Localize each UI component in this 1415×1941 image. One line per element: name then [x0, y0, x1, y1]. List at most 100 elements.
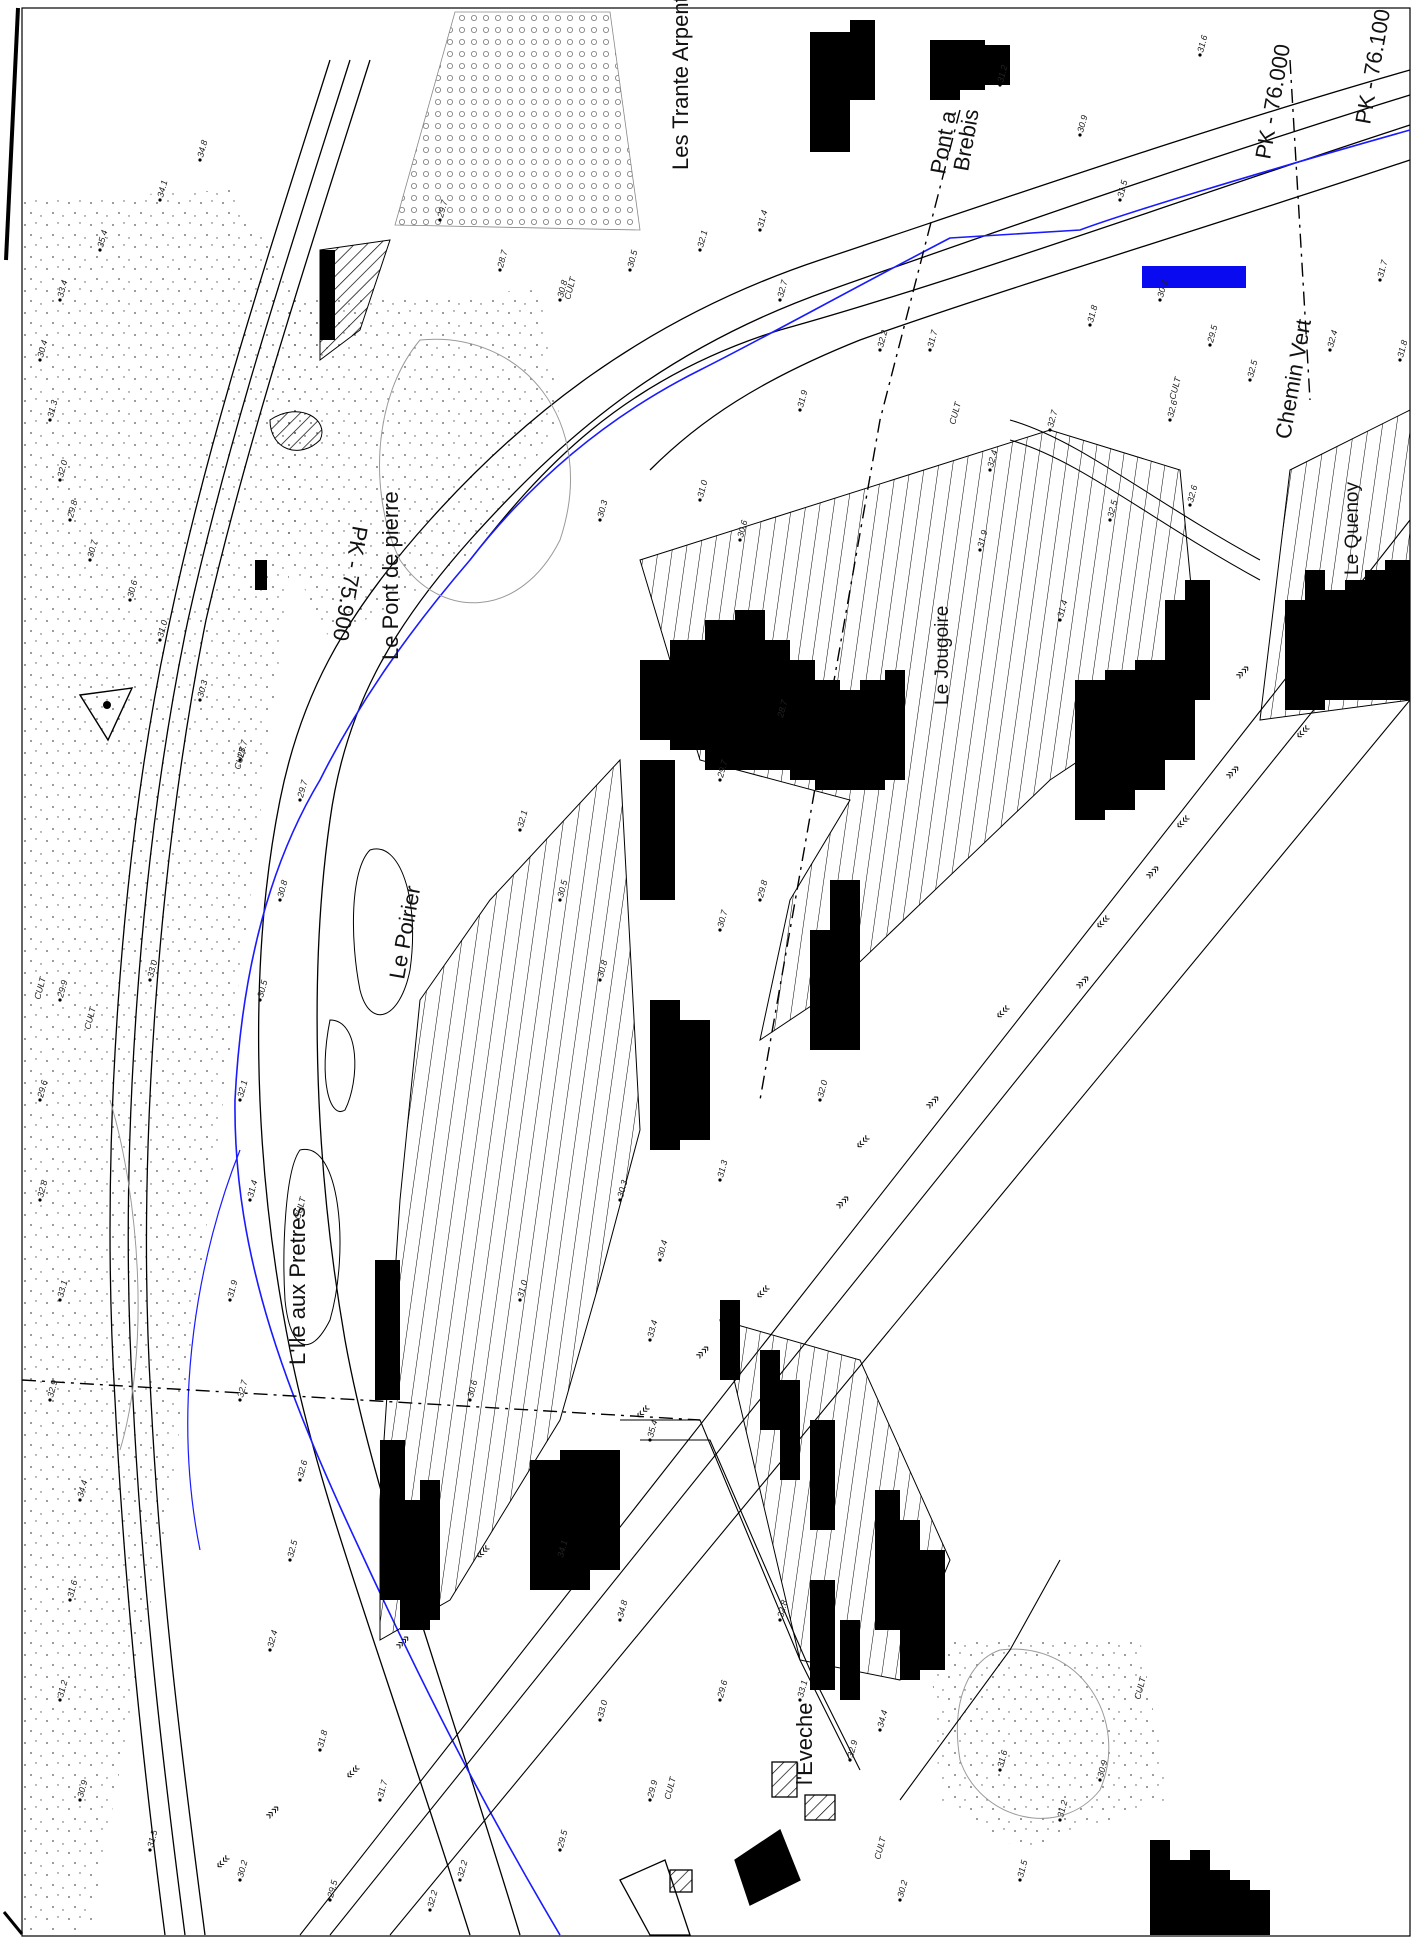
elevation-label: 30.3: [595, 499, 609, 519]
elevation-label: 30.4: [655, 1239, 669, 1259]
elevation-dot: [758, 898, 762, 902]
elevation-dot: [68, 518, 72, 522]
elevation-label: 32.2: [455, 1859, 469, 1879]
elevation-label: 29.5: [325, 1878, 340, 1899]
elevation-label: 32.5: [285, 1538, 299, 1558]
elevation-label: 28.7: [495, 248, 510, 269]
flow-arrow: »»: [391, 1630, 413, 1652]
elevation-dot: [378, 1798, 382, 1802]
label-jougoire: Le Jougoire: [932, 606, 953, 705]
elevation-label: 29.8: [755, 879, 769, 899]
elevation-dot: [818, 1098, 822, 1102]
elevation-label: 29.8: [65, 499, 79, 519]
elevation-dot: [1328, 348, 1332, 352]
elevation-dot: [78, 1798, 82, 1802]
elevation-dot: [778, 1618, 782, 1622]
elevation-label: 30.8: [555, 279, 569, 299]
elevation-label: 32.1: [695, 229, 709, 249]
elevation-label: 32.7: [235, 1378, 249, 1398]
elevation-label: 32.7: [1045, 408, 1059, 428]
elevation-dot: [778, 298, 782, 302]
elevation-label: 30.2: [895, 1879, 909, 1899]
elevation-dot: [328, 1898, 332, 1902]
elevation-dot: [58, 1298, 62, 1302]
elevation-dot: [238, 1398, 242, 1402]
elevation-dot: [718, 928, 722, 932]
flow-arrow: »»: [831, 1190, 853, 1212]
flow-arrow: ««: [1171, 810, 1193, 832]
elevation-label: 29.7: [435, 198, 450, 219]
speckle-zone-pontdepierre: [270, 290, 560, 640]
elevation-dot: [428, 1908, 432, 1912]
elevation-label: 30.4: [35, 339, 49, 359]
elevation-dot: [1118, 198, 1122, 202]
cult-label: CULT: [662, 1774, 678, 1800]
elevation-dot: [1048, 428, 1052, 432]
elevation-label: 31.0: [515, 1279, 529, 1299]
elevation-dot: [798, 1698, 802, 1702]
elevation-dot: [68, 1598, 72, 1602]
elevation-label: 29.6: [715, 1679, 729, 1699]
elevation-dot: [798, 408, 802, 412]
elevation-label: 31.6: [995, 1749, 1009, 1769]
elevation-dot: [238, 1878, 242, 1882]
elevation-dot: [58, 998, 62, 1002]
elevation-dot: [998, 1768, 1002, 1772]
cult-label: CULT: [872, 1834, 888, 1860]
cult-label: CULT: [1167, 374, 1183, 400]
elevation-label: 29.5: [1205, 323, 1220, 344]
elevation-dot: [558, 1848, 562, 1852]
flow-arrow: ««: [211, 1850, 233, 1872]
elevation-label: 33.0: [595, 1699, 609, 1719]
elevation-dot: [148, 978, 152, 982]
elevation-label: 32.9: [845, 1739, 859, 1759]
elevation-label: 30.2: [1155, 279, 1169, 299]
elevation-label: 31.5: [1115, 178, 1129, 198]
elevation-dot: [1188, 503, 1192, 507]
elevation-dot: [618, 1198, 622, 1202]
elevation-dot: [98, 248, 102, 252]
elevation-dot: [558, 298, 562, 302]
flow-arrow: ««: [851, 1130, 873, 1152]
elevation-dot: [558, 1558, 562, 1562]
elevation-label: 31.8: [1395, 339, 1409, 359]
elevation-dot: [268, 1648, 272, 1652]
elevation-dot: [38, 358, 42, 362]
elevation-label: 31.4: [755, 209, 769, 229]
elevation-label: 34.4: [875, 1709, 889, 1729]
label-trante-arpents: Les Trante Arpents: [668, 0, 693, 170]
elevation-label: 31.9: [795, 389, 809, 409]
elevation-dot: [628, 268, 632, 272]
frame-corner-mark: [4, 7, 20, 261]
pk-marker-76100: PK - 76.100: [1350, 7, 1395, 126]
elevation-dot: [258, 998, 262, 1002]
elevation-label: 30.9: [1075, 114, 1089, 134]
elevation-dot: [38, 1198, 42, 1202]
elevation-label: 28.7: [235, 738, 250, 759]
elevation-dot: [58, 478, 62, 482]
elevation-label: 30.8: [595, 959, 609, 979]
island-small: [324, 1019, 356, 1112]
elevation-label: 34.8: [195, 139, 209, 159]
elevation-label: 32.7: [775, 278, 789, 298]
elevation-dot: [78, 1498, 82, 1502]
elevation-dot: [1378, 278, 1382, 282]
elevation-dot: [698, 498, 702, 502]
elevation-label: 30.9: [75, 1779, 89, 1799]
flow-arrow: »»: [1141, 860, 1163, 882]
elevation-dot: [438, 218, 442, 222]
elevation-dot: [558, 898, 562, 902]
elevation-dot: [278, 898, 282, 902]
label-poirier: Le Poirier: [384, 884, 425, 981]
elevation-dot: [848, 1758, 852, 1762]
elevation-label: 31.8: [1085, 304, 1099, 324]
elevation-label: 29.7: [715, 758, 730, 779]
elevation-label: 28.7: [775, 698, 790, 719]
elevation-label: 32.6: [295, 1459, 309, 1479]
flow-arrow: »»: [691, 1340, 713, 1362]
railway-lines: [109, 59, 371, 1936]
elevation-label: 33.1: [795, 1679, 809, 1699]
elevation-label: 32.8: [775, 1599, 789, 1619]
elevation-label: 34.1: [155, 179, 169, 199]
elevation-label: 34.8: [615, 1599, 629, 1619]
